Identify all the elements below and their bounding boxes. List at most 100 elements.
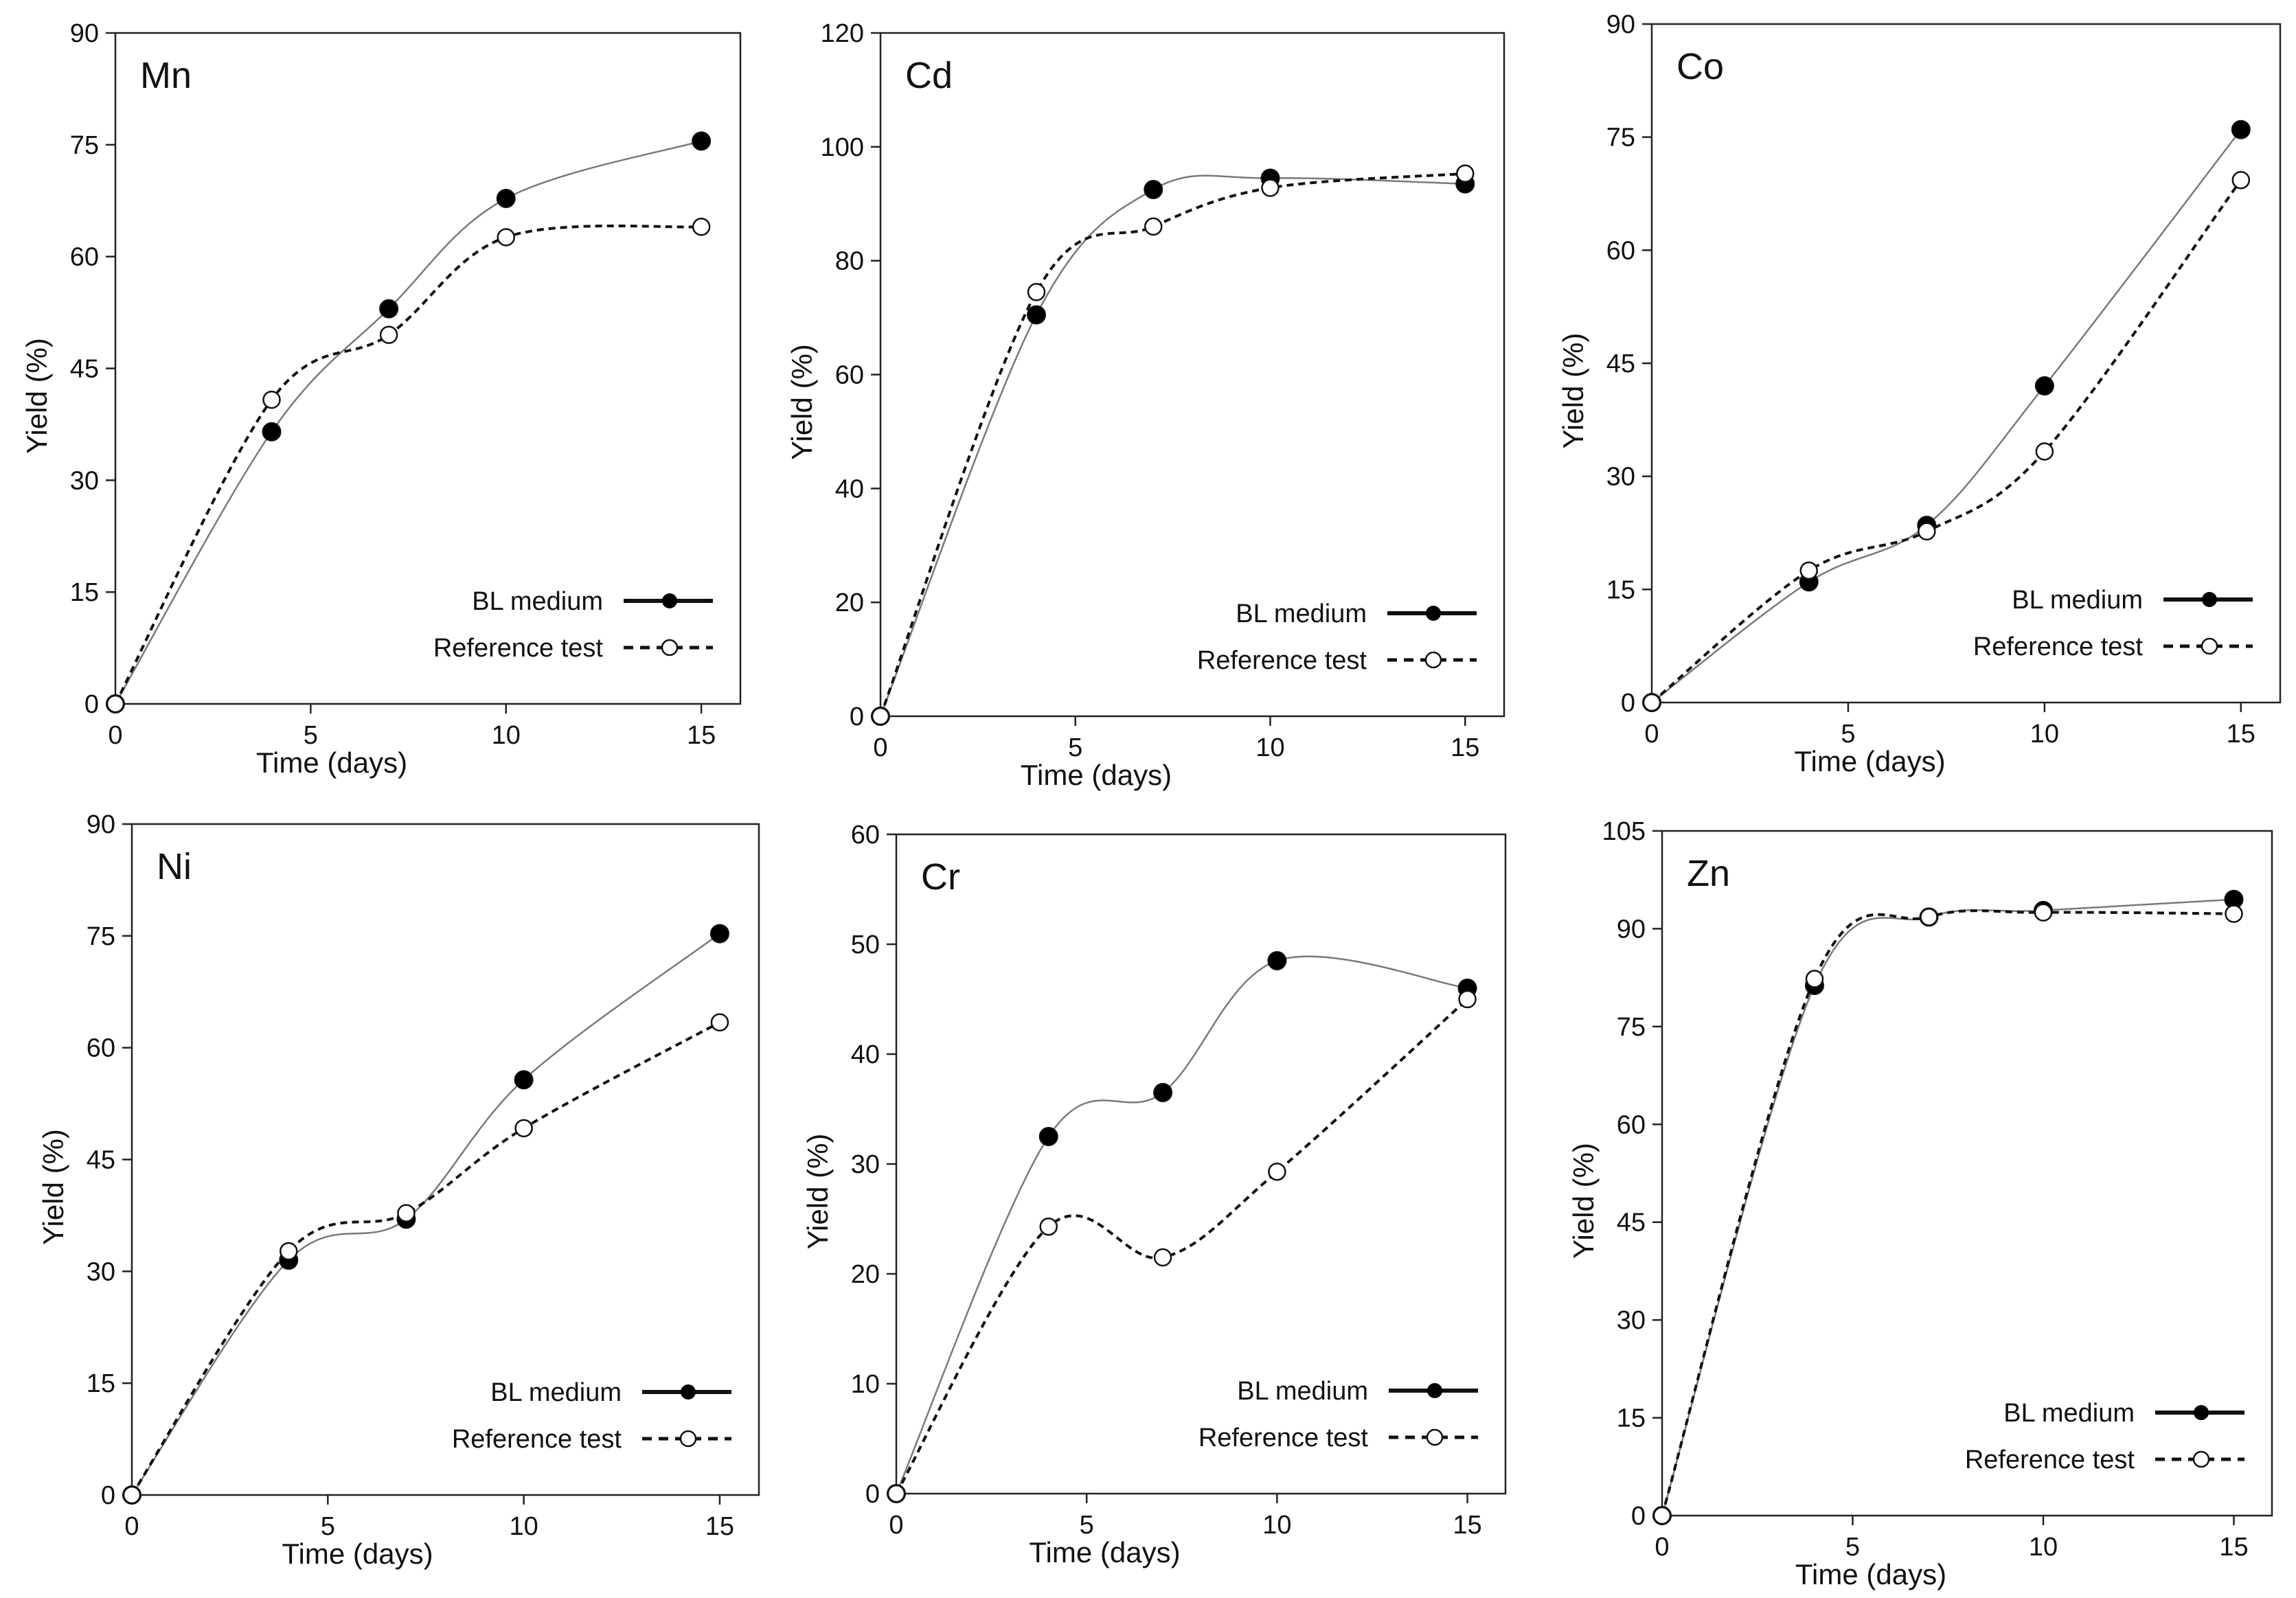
panel-mn: 0 15 30 45 60 75 90 0 5 10 15 Time (days) Yield (%) M… xyxy=(21,19,742,779)
bl-medium-point xyxy=(2231,119,2251,139)
x-axis-title: Time (days) xyxy=(1795,1558,1946,1590)
panel-cd: 0 20 40 60 80 100 120 0 5 10 15 Time (days) Yield (%… xyxy=(786,19,1505,791)
legend-marker-reference-test xyxy=(1426,1428,1444,1446)
panel-title: Zn xyxy=(1687,853,1730,894)
reference-test-point xyxy=(2034,903,2053,922)
legend: BL medium Reference test xyxy=(1965,1399,2244,1474)
reference-test-point xyxy=(1458,990,1477,1009)
panel-zn: 0 15 30 45 60 75 90 105 0 5 10 15 Time (days) Yield (… xyxy=(1567,817,2273,1590)
legend: BL medium Reference test xyxy=(1198,1377,1478,1452)
legend-label-bl-medium: BL medium xyxy=(1237,1377,1368,1406)
y-tick-label: 30 xyxy=(851,1150,880,1179)
x-tick-label: 15 xyxy=(2219,1533,2248,1562)
reference-test-point xyxy=(1652,1506,1672,1525)
y-tick-label: 60 xyxy=(851,821,880,849)
legend-label-reference-test: Reference test xyxy=(1965,1446,2135,1474)
panel-ni: 0 15 30 45 60 75 90 0 5 10 15 Time (days) Yield (%) N… xyxy=(37,810,760,1570)
legend-label-bl-medium: BL medium xyxy=(1236,600,1367,628)
y-tick-label: 30 xyxy=(87,1257,115,1286)
legend: BL medium Reference test xyxy=(433,587,713,663)
bl-medium-point xyxy=(1027,305,1046,325)
legend-label-reference-test: Reference test xyxy=(433,634,604,663)
reference-test-point xyxy=(1456,164,1475,183)
bl-medium-curve xyxy=(130,933,720,1496)
legend-marker-bl-medium xyxy=(1427,1383,1442,1398)
panel-title: Mn xyxy=(140,55,192,96)
x-tick-label: 10 xyxy=(2030,720,2059,749)
reference-test-point xyxy=(1920,908,1938,926)
y-tick-label: 90 xyxy=(70,19,99,48)
x-tick-label: 0 xyxy=(1644,720,1659,749)
x-tick-label: 0 xyxy=(873,733,887,762)
y-tick-label: 45 xyxy=(1617,1209,1646,1237)
legend-marker-reference-test xyxy=(679,1430,697,1448)
x-tick-label: 10 xyxy=(492,721,521,750)
legend-marker-reference-test xyxy=(2201,637,2218,655)
x-axis-title: Time (days) xyxy=(1794,745,1945,777)
y-tick-label: 45 xyxy=(87,1146,115,1175)
legend-label-bl-medium: BL medium xyxy=(490,1378,622,1407)
reference-test-curve xyxy=(114,224,702,705)
x-axis-title: Time (days) xyxy=(282,1538,433,1570)
legend: BL medium Reference test xyxy=(452,1378,731,1454)
y-tick-label: 20 xyxy=(851,1260,880,1289)
y-tick-label: 40 xyxy=(835,475,864,503)
legend-marker-reference-test xyxy=(661,639,679,657)
bl-medium-curve xyxy=(879,174,1466,717)
y-tick-label: 50 xyxy=(851,931,880,959)
reference-test-point xyxy=(1027,283,1046,301)
y-tick-label: 0 xyxy=(101,1481,115,1510)
reference-test-point xyxy=(122,1485,141,1505)
reference-test-point xyxy=(514,1119,533,1138)
y-tick-label: 75 xyxy=(1606,124,1635,152)
reference-test-point xyxy=(710,1013,729,1032)
y-tick-label: 45 xyxy=(70,355,99,384)
legend-marker-bl-medium xyxy=(2202,592,2217,607)
bl-medium-point xyxy=(1153,1083,1173,1102)
reference-test-point xyxy=(1799,561,1818,580)
panel-cr: 0 10 20 30 40 50 60 0 5 10 15 Time (days) Yield (%) C… xyxy=(802,821,1507,1568)
reference-test-point xyxy=(2225,904,2243,923)
reference-test-point xyxy=(280,1242,298,1261)
bl-medium-curve xyxy=(1661,898,2234,1516)
legend-label-reference-test: Reference test xyxy=(452,1425,622,1454)
y-axis-title: Yield (%) xyxy=(802,1134,834,1250)
bl-medium-point xyxy=(379,299,399,319)
y-tick-label: 30 xyxy=(1606,463,1635,492)
legend-marker-bl-medium xyxy=(681,1384,696,1400)
panel-co: 0 15 30 45 60 75 90 0 5 10 15 Time (days) Yield (%) C… xyxy=(1557,10,2282,777)
y-tick-label: 105 xyxy=(1602,817,1646,846)
plot-frame xyxy=(895,833,1507,1495)
plot-frame xyxy=(1661,830,2273,1517)
y-tick-label: 60 xyxy=(835,361,864,390)
y-axis-title: Yield (%) xyxy=(786,344,818,460)
y-tick-label: 75 xyxy=(70,131,99,160)
bl-medium-point xyxy=(514,1070,534,1090)
y-tick-label: 0 xyxy=(865,1480,880,1509)
legend-marker-bl-medium xyxy=(1426,606,1441,621)
y-tick-label: 60 xyxy=(1606,236,1635,265)
reference-test-point xyxy=(1039,1217,1058,1236)
x-tick-label: 5 xyxy=(1068,733,1082,762)
y-tick-label: 15 xyxy=(70,578,99,607)
reference-test-point xyxy=(262,390,281,409)
reference-test-point xyxy=(692,217,711,236)
legend: BL medium Reference test xyxy=(1973,586,2253,661)
plot-frame xyxy=(130,823,760,1496)
y-tick-label: 20 xyxy=(835,589,864,617)
y-tick-label: 60 xyxy=(87,1034,115,1063)
y-tick-label: 60 xyxy=(70,243,99,272)
reference-test-curve xyxy=(1661,909,2234,1516)
y-tick-label: 30 xyxy=(70,466,99,495)
reference-test-point xyxy=(397,1204,416,1222)
bl-medium-point xyxy=(1144,180,1163,200)
x-tick-label: 0 xyxy=(1655,1533,1669,1562)
reference-test-point xyxy=(1153,1248,1172,1267)
reference-test-point xyxy=(887,1484,906,1503)
bl-medium-curve xyxy=(114,140,702,705)
reference-test-point xyxy=(1268,1162,1286,1181)
y-tick-label: 90 xyxy=(87,810,115,839)
y-tick-label: 100 xyxy=(821,133,864,162)
y-tick-label: 0 xyxy=(1621,689,1635,718)
